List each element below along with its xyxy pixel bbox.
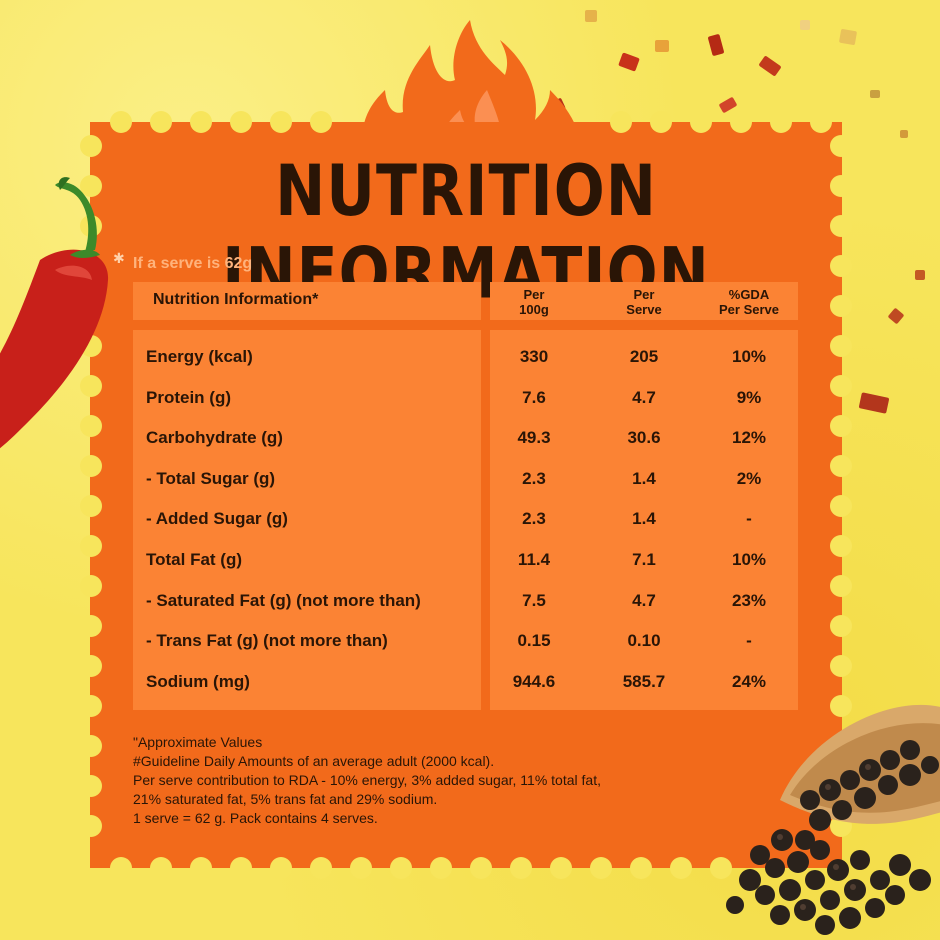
- row-label: - Total Sugar (g): [146, 469, 276, 488]
- cell-per-serve: 30.6: [627, 428, 661, 447]
- header-line: Per: [633, 287, 655, 302]
- header-label-panel: [133, 282, 481, 320]
- cell-per-100g: 2.3: [522, 509, 546, 528]
- cell-per-100g: 2.3: [522, 469, 546, 488]
- footnote-line: Per serve contribution to RDA - 10% ener…: [133, 772, 601, 788]
- cell-per-serve: 0.10: [627, 631, 661, 650]
- footnotes: "Approximate Values #Guideline Daily Amo…: [133, 733, 601, 828]
- cell-gda: -: [746, 631, 752, 650]
- row-label: Energy (kcal): [146, 347, 253, 366]
- cell-gda: 9%: [736, 388, 762, 407]
- red-chili-pepper-icon: [0, 177, 109, 449]
- cell-per-serve: 585.7: [622, 672, 666, 691]
- cell-per-100g: 7.6: [522, 388, 546, 407]
- cell-per-100g: 330: [519, 347, 549, 366]
- cell-gda: 10%: [731, 347, 767, 366]
- rows-values-panel: [490, 330, 798, 710]
- serve-note: If a serve is 62g: [133, 255, 253, 272]
- footnote-line: #Guideline Daily Amounts of an average a…: [133, 753, 495, 769]
- header-line: Per: [523, 287, 545, 302]
- row-label: Protein (g): [146, 388, 231, 407]
- row-label: - Trans Fat (g) (not more than): [146, 631, 388, 650]
- table-header-per-100g: Per 100g: [479, 287, 589, 317]
- header-line: Per Serve: [719, 302, 779, 317]
- header-line: %GDA: [728, 287, 770, 302]
- row-label: Sodium (mg): [146, 672, 250, 691]
- footnote-line: 21% saturated fat, 5% trans fat and 29% …: [133, 791, 438, 807]
- cell-per-serve: 1.4: [632, 469, 656, 488]
- footnote-line: "Approximate Values: [133, 734, 263, 750]
- table-header-per-serve: Per Serve: [589, 287, 699, 317]
- row-label: - Saturated Fat (g) (not more than): [146, 591, 421, 610]
- cell-gda: 23%: [731, 591, 767, 610]
- black-peppercorn-scoop-icon: [726, 704, 940, 935]
- cell-per-serve: 4.7: [632, 388, 656, 407]
- rows-label-panel: [133, 330, 481, 710]
- row-label: Total Fat (g): [146, 550, 242, 569]
- cell-per-100g: 944.6: [512, 672, 556, 691]
- header-values-panel: [490, 282, 798, 320]
- cell-per-serve: 7.1: [632, 550, 656, 569]
- cell-gda: -: [746, 509, 752, 528]
- cell-per-100g: 0.15: [517, 631, 551, 650]
- row-label: Carbohydrate (g): [146, 428, 283, 447]
- cell-gda: 10%: [731, 550, 767, 569]
- footnote-line: 1 serve = 62 g. Pack contains 4 serves.: [133, 810, 378, 826]
- cell-per-serve: 205: [629, 347, 659, 366]
- cell-per-100g: 7.5: [522, 591, 546, 610]
- table-header-label: Nutrition Information*: [153, 291, 319, 308]
- cell-per-100g: 49.3: [517, 428, 551, 447]
- cell-gda: 24%: [731, 672, 767, 691]
- header-line: Serve: [626, 302, 662, 317]
- cell-gda: 2%: [736, 469, 762, 488]
- cell-gda: 12%: [731, 428, 767, 447]
- cell-per-serve: 4.7: [632, 591, 656, 610]
- row-label: - Added Sugar (g): [146, 509, 288, 528]
- cell-per-100g: 11.4: [517, 550, 551, 569]
- asterisk-icon: ✱: [113, 250, 125, 266]
- table-header-gda: %GDA Per Serve: [694, 287, 804, 317]
- cell-per-serve: 1.4: [632, 509, 656, 528]
- header-line: 100g: [519, 302, 549, 317]
